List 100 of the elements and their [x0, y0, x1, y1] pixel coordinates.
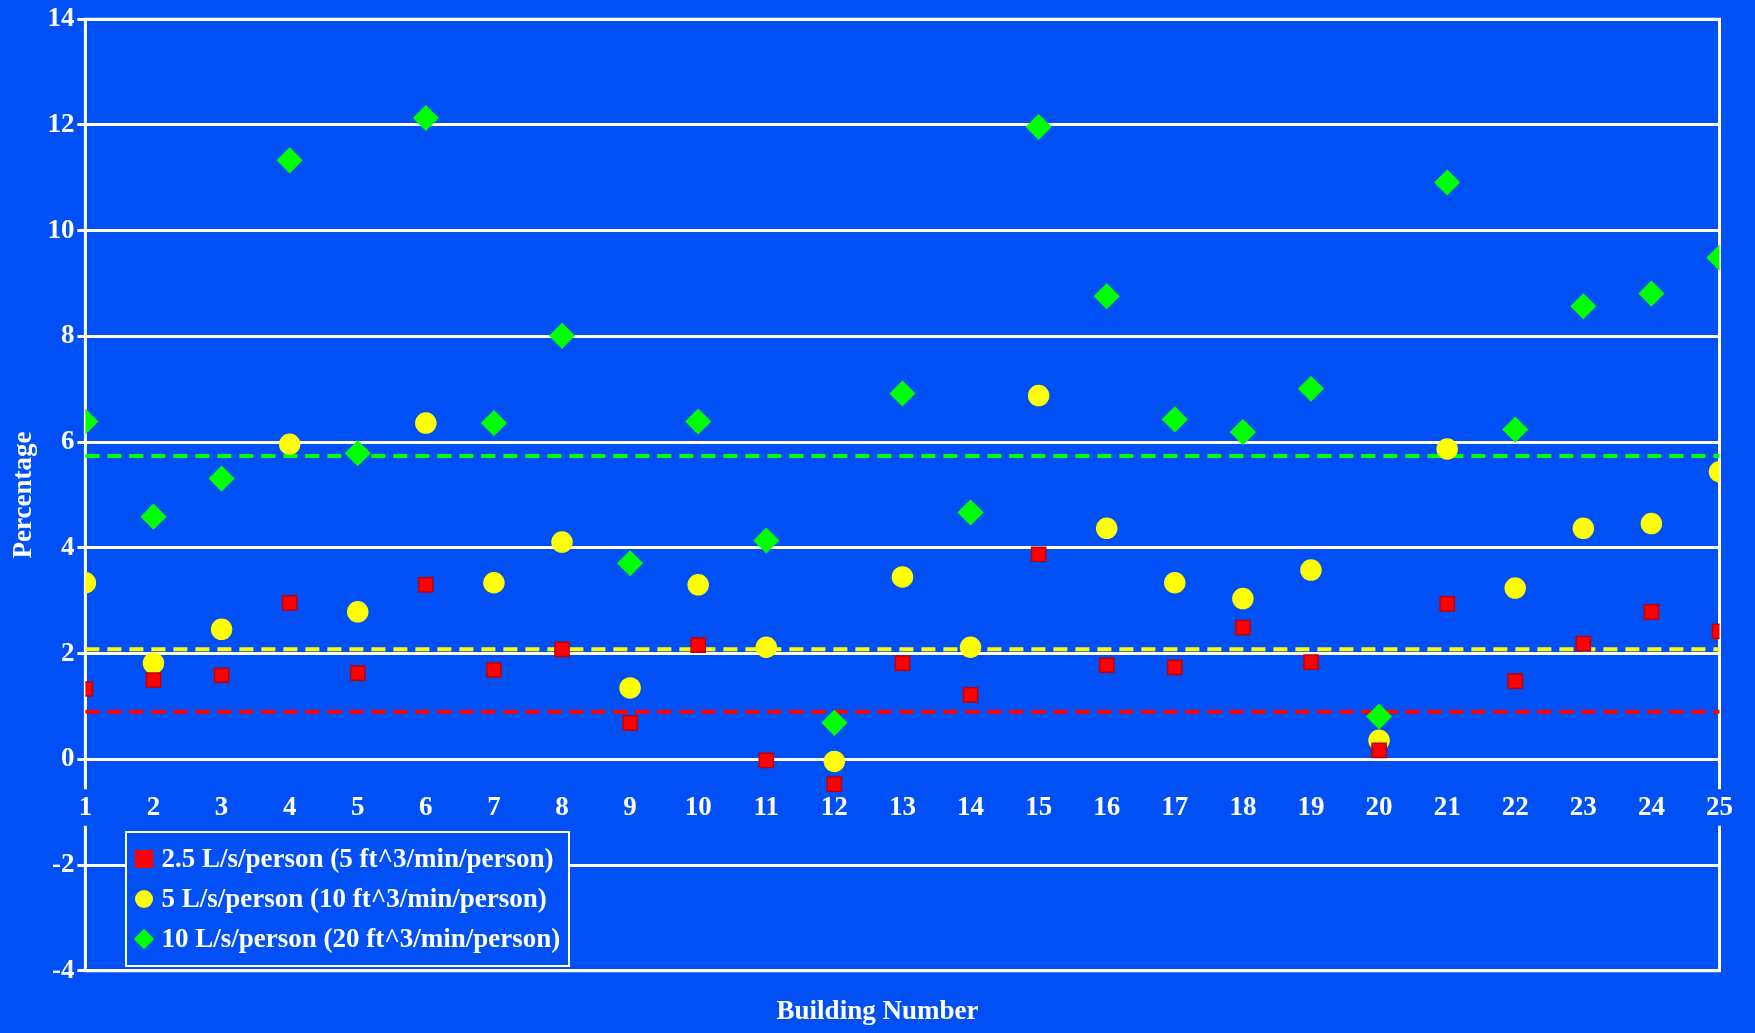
point — [1298, 375, 1324, 402]
point — [1230, 419, 1256, 445]
point — [1098, 657, 1115, 674]
point — [957, 499, 984, 526]
y-tick-label: 2 — [60, 636, 75, 667]
point — [1570, 293, 1597, 320]
point — [213, 667, 230, 684]
point — [1025, 114, 1052, 140]
point — [1575, 635, 1592, 652]
y-axis-title: Percentage — [7, 431, 38, 559]
point — [959, 636, 982, 659]
x-tick-label: 14 — [957, 790, 985, 821]
point — [685, 408, 711, 435]
point — [690, 637, 707, 653]
x-tick-label: 22 — [1501, 790, 1529, 821]
point — [894, 655, 911, 671]
y-tick-label: -2 — [51, 848, 75, 879]
point — [622, 715, 638, 731]
x-tick-label: 19 — [1297, 790, 1325, 821]
point — [891, 566, 914, 588]
x-tick-label: 11 — [753, 790, 780, 821]
point — [1027, 384, 1050, 407]
x-tick-label: 21 — [1433, 790, 1461, 821]
x-tick-label: 17 — [1161, 790, 1189, 821]
point — [1366, 703, 1392, 730]
x-tick-label: 2 — [146, 790, 161, 821]
x-tick-label: 23 — [1569, 790, 1597, 821]
point — [1030, 546, 1047, 563]
y-tick-label: 6 — [60, 425, 75, 456]
point — [962, 687, 979, 703]
point — [418, 577, 434, 593]
point — [1232, 587, 1254, 610]
x-tick-label: 16 — [1093, 790, 1121, 821]
y-tick-label: 14 — [47, 2, 75, 33]
point — [210, 618, 233, 641]
y-tick-label: -4 — [51, 953, 75, 984]
legend-label: 10 L/s/person (20 ft^3/min/person) — [160, 922, 561, 956]
y-tick-label: 10 — [47, 213, 75, 244]
x-tick-label: 9 — [623, 790, 637, 821]
point — [486, 662, 502, 678]
point — [1303, 654, 1319, 670]
legend-label: 2.5 L/s/person (5 ft^3/min/person) — [160, 842, 555, 876]
point — [281, 595, 298, 611]
point — [823, 750, 846, 773]
point — [1504, 577, 1526, 599]
y-tick-label: 12 — [47, 107, 75, 138]
point — [821, 710, 848, 736]
point — [1436, 438, 1458, 460]
point — [1093, 283, 1120, 309]
point — [826, 776, 843, 792]
x-tick-label: 3 — [214, 790, 229, 821]
point — [551, 531, 573, 553]
point — [687, 574, 709, 596]
point — [549, 323, 575, 349]
point — [349, 665, 366, 681]
point — [142, 652, 165, 674]
x-axis-title: Building Number — [775, 995, 980, 1026]
point — [208, 465, 235, 492]
point — [1371, 742, 1387, 759]
point — [1164, 572, 1186, 594]
point — [345, 440, 371, 466]
point — [1502, 416, 1528, 443]
point — [755, 636, 778, 659]
point — [1507, 673, 1524, 689]
x-tick-label: 8 — [555, 790, 569, 821]
point — [1439, 596, 1455, 612]
point — [481, 410, 507, 436]
y-tick-label: 4 — [60, 530, 75, 561]
point — [758, 752, 775, 769]
point — [619, 677, 641, 699]
point — [1095, 517, 1118, 540]
y-tick-label: 8 — [60, 319, 75, 350]
point — [554, 641, 570, 658]
x-tick-label: 15 — [1025, 790, 1053, 821]
x-tick-label: 12 — [820, 790, 848, 821]
x-tick-label: 1 — [78, 790, 93, 821]
point — [1638, 280, 1665, 307]
point — [415, 412, 437, 434]
point — [413, 105, 439, 131]
x-tick-label: 24 — [1637, 790, 1665, 821]
point — [1235, 619, 1251, 636]
x-tick-label: 10 — [684, 790, 712, 821]
x-tick-label: 18 — [1229, 790, 1257, 821]
x-tick-label: 25 — [1706, 790, 1733, 821]
point — [617, 550, 643, 576]
point — [1643, 604, 1660, 620]
x-tick-label: 13 — [888, 790, 916, 821]
point — [889, 380, 916, 407]
point — [145, 672, 162, 688]
point — [1162, 406, 1188, 433]
point — [1166, 659, 1183, 676]
y-tick-label: 0 — [60, 742, 75, 773]
point — [1300, 559, 1322, 581]
point — [1434, 169, 1460, 196]
point — [483, 572, 505, 594]
point — [140, 503, 167, 530]
x-tick-label: 6 — [419, 790, 433, 821]
point — [276, 147, 303, 174]
x-tick-label: 20 — [1365, 790, 1393, 821]
point — [278, 433, 301, 455]
